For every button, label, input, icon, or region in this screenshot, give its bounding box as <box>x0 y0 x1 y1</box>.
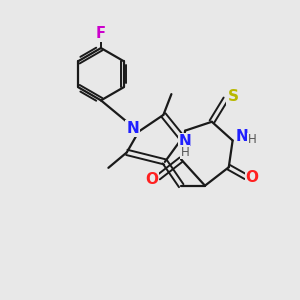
Text: F: F <box>96 26 106 41</box>
Text: S: S <box>227 89 239 104</box>
Text: N: N <box>179 134 191 149</box>
Text: O: O <box>145 172 158 187</box>
Text: N: N <box>126 121 139 136</box>
Text: O: O <box>246 170 259 185</box>
Text: N: N <box>236 129 248 144</box>
Text: H: H <box>181 146 189 159</box>
Text: H: H <box>248 134 256 146</box>
